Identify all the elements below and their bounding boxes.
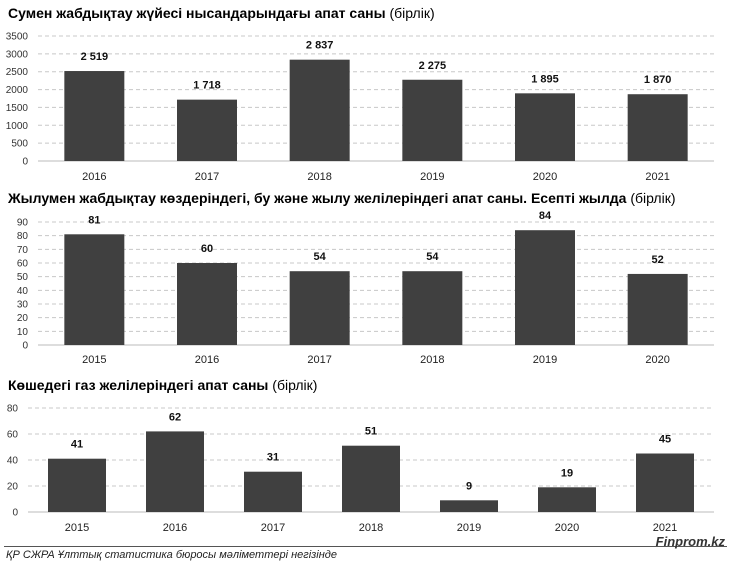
data-label: 54 [426,251,439,263]
chart-plot: 0 500 1000 1500 2000 2500 3000 3500 2 519 2016 1 7… [6,32,714,183]
y-tick-label: 90 [17,218,29,229]
data-label: 1 895 [531,73,559,85]
data-label: 41 [71,439,83,451]
x-tick-label: 2016 [195,354,219,366]
data-label: 81 [88,214,100,226]
chart-plot: 0 10 20 30 40 50 60 70 80 90 81 2015 60 2016 54 2017 54 2… [17,210,714,366]
chart-title-text: Жылумен жабдықтау көздеріндегі, бу және … [8,190,627,206]
x-tick-label: 2017 [261,522,285,534]
x-tick-label: 2018 [359,522,383,534]
bar [48,458,106,512]
brand-logo: Finprom.kz [655,534,725,549]
x-tick-label: 2016 [163,522,187,534]
y-tick-label: 1500 [6,103,29,114]
y-tick-label: 1000 [6,121,29,132]
chart-title-unit: (бірлік) [630,190,676,206]
y-tick-label: 3000 [6,49,29,60]
x-tick-label: 2018 [307,171,331,183]
y-tick-label: 40 [7,456,19,467]
chart-heat-supply: Жылумен жабдықтау көздеріндегі, бу және … [0,186,731,372]
bar [515,230,575,345]
bar [402,271,463,345]
y-tick-label: 20 [17,313,29,324]
data-label: 2 275 [419,60,447,72]
bar [177,99,237,161]
x-tick-label: 2020 [533,171,557,183]
bar [177,263,237,345]
data-label: 2 519 [81,51,109,63]
y-tick-label: 10 [17,327,29,338]
data-label: 19 [561,467,573,479]
data-label: 1 718 [193,80,221,92]
y-tick-label: 60 [7,430,19,441]
y-tick-label: 60 [17,259,29,270]
bar [244,471,302,512]
y-tick-label: 80 [7,404,19,415]
y-tick-label: 40 [17,286,29,297]
source-note: ҚР СЖРА Ұлттық статистика бюросы мәлімет… [6,549,337,561]
y-tick-label: 0 [22,157,28,168]
footer-divider [4,546,727,547]
y-tick-label: 2500 [6,67,29,78]
bar [64,71,125,161]
x-tick-label: 2017 [195,171,219,183]
data-label: 45 [659,434,671,446]
y-tick-label: 20 [7,482,19,493]
x-tick-label: 2020 [645,354,669,366]
chart-title: Жылумен жабдықтау көздеріндегі, бу және … [8,190,675,206]
x-tick-label: 2015 [65,522,89,534]
chart-plot: 0 20 40 60 80 41 2015 62 2016 31 2017 51 2018 9 2019 19… [7,404,714,534]
bar [402,79,463,161]
chart-title-text: Сумен жабдықтау жүйесі нысандарындағы ап… [8,5,386,21]
y-tick-label: 0 [22,341,28,352]
y-tick-label: 50 [17,272,29,283]
x-tick-label: 2019 [533,354,557,366]
data-label: 62 [169,411,181,423]
chart-water-supply: Сумен жабдықтау жүйесі нысандарындағы ап… [0,0,731,186]
y-tick-label: 0 [12,508,18,519]
chart-title: Көшедегі газ желілеріндегі апат саны (бі… [8,377,317,393]
data-label: 1 870 [644,74,672,86]
chart-title-text: Көшедегі газ желілеріндегі апат саны [8,377,269,393]
bar [538,487,596,512]
bar [515,93,575,161]
bar [627,94,688,161]
y-tick-label: 3500 [6,32,29,43]
y-tick-label: 500 [11,139,28,150]
data-label: 84 [539,210,552,222]
y-tick-label: 30 [17,300,29,311]
chart-gas-network: Көшедегі газ желілеріндегі апат саны (бі… [0,372,731,542]
y-tick-label: 2000 [6,85,29,96]
data-label: 60 [201,243,213,255]
bar [636,453,694,512]
bar [627,273,688,345]
y-tick-label: 70 [17,245,29,256]
x-tick-label: 2019 [457,522,481,534]
bar [342,445,400,512]
x-tick-label: 2016 [82,171,106,183]
x-tick-label: 2018 [420,354,444,366]
bar [440,500,498,512]
data-label: 52 [652,254,664,266]
chart-title-unit: (бірлік) [389,5,435,21]
data-label: 31 [267,452,279,464]
data-label: 9 [466,480,472,492]
bar [289,271,350,345]
bar [146,431,204,512]
y-tick-label: 80 [17,231,29,242]
data-label: 2 837 [306,40,334,52]
x-tick-label: 2021 [645,171,669,183]
x-tick-label: 2021 [653,522,677,534]
bar [289,59,350,161]
x-tick-label: 2015 [82,354,106,366]
data-label: 54 [314,251,327,263]
data-label: 51 [365,426,377,438]
bar [64,234,125,345]
x-tick-label: 2017 [307,354,331,366]
chart-title-unit: (бірлік) [272,377,318,393]
chart-title: Сумен жабдықтау жүйесі нысандарындағы ап… [8,5,435,21]
x-tick-label: 2019 [420,171,444,183]
x-tick-label: 2020 [555,522,579,534]
